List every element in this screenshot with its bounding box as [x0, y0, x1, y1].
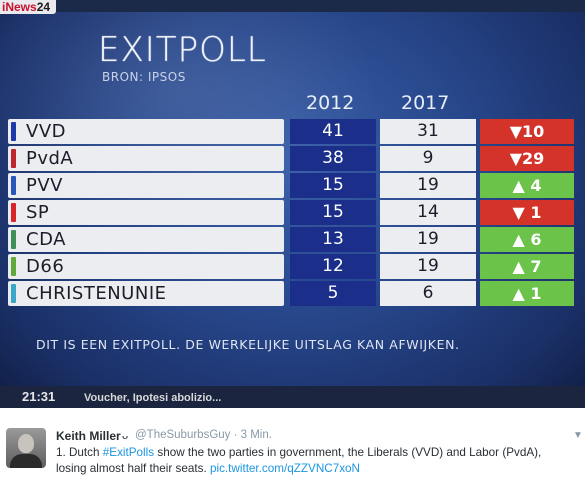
tweet-text-before: 1. Dutch	[56, 446, 103, 459]
party-color-bar	[11, 122, 16, 141]
result-row-cda: CDA 13 19 ▲ 6	[8, 227, 578, 252]
tweet-text: 1. Dutch #ExitPolls show the two parties…	[56, 445, 566, 477]
party-name: PVV	[26, 175, 63, 196]
result-row-vvd: VVD 41 31 ▼10	[8, 119, 578, 144]
seats-2012: 5	[290, 281, 376, 306]
disclaimer-text: DIT IS EEN EXITPOLL. DE WERKELIJKE UITSL…	[36, 337, 460, 352]
party-name: CDA	[26, 229, 66, 250]
party-color-bar	[11, 176, 16, 195]
seats-2012: 13	[290, 227, 376, 252]
seats-2017: 19	[380, 254, 476, 279]
party-cell: D66	[8, 254, 284, 279]
seats-2012: 12	[290, 254, 376, 279]
seats-2012: 15	[290, 200, 376, 225]
party-cell: VVD	[8, 119, 284, 144]
result-row-christenunie: CHRISTENUNIE 5 6 ▲ 1	[8, 281, 578, 306]
avatar-head	[18, 434, 34, 453]
tweet[interactable]: Keith Miller ᴗ @TheSuburbsGuy · 3 Min. ▼…	[0, 412, 585, 479]
avatar[interactable]	[6, 428, 46, 468]
hashtag-link[interactable]: #ExitPolls	[102, 446, 155, 459]
result-row-sp: SP 15 14 ▼ 1	[8, 200, 578, 225]
pic-link[interactable]: pic.twitter.com/qZZVNC7xoN	[209, 462, 360, 475]
ticker-time: 21:31	[22, 389, 56, 404]
party-color-bar	[11, 230, 16, 249]
news-ticker: 21:31 Voucher, Ipotesi abolizio...	[0, 386, 585, 408]
seat-change: ▼ 1	[480, 200, 574, 225]
author-name[interactable]: Keith Miller	[56, 429, 121, 443]
seats-2017: 31	[380, 119, 476, 144]
source-label: BRON: IPSOS	[102, 70, 186, 84]
result-row-d66: D66 12 19 ▲ 7	[8, 254, 578, 279]
party-name: PvdA	[26, 148, 74, 169]
chevron-down-icon[interactable]: ▼	[573, 430, 583, 441]
avatar-body	[10, 454, 42, 468]
seats-2017: 14	[380, 200, 476, 225]
party-name: D66	[26, 256, 65, 277]
seats-2012: 15	[290, 173, 376, 198]
party-cell: CDA	[8, 227, 284, 252]
channel-logo-prefix: i	[2, 0, 6, 14]
exitpoll-title: EXITPOLL	[98, 30, 267, 70]
party-color-bar	[11, 203, 16, 222]
channel-logo: iNews24	[0, 0, 57, 14]
channel-logo-num: 24	[36, 0, 51, 14]
seat-change: ▼10	[480, 119, 574, 144]
party-cell: SP	[8, 200, 284, 225]
seats-2017: 9	[380, 146, 476, 171]
author-badge-icon: ᴗ	[122, 430, 129, 442]
party-name: VVD	[26, 121, 66, 142]
tv-screenshot: iNews24 EXITPOLL BRON: IPSOS 2012 2017 V…	[0, 0, 585, 408]
party-name: CHRISTENUNIE	[26, 283, 167, 304]
party-color-bar	[11, 257, 16, 276]
channel-logo-brand: News	[5, 0, 37, 14]
seats-2017: 19	[380, 227, 476, 252]
seats-2012: 41	[290, 119, 376, 144]
seats-2017: 6	[380, 281, 476, 306]
seat-change: ▲ 6	[480, 227, 574, 252]
seat-change: ▼29	[480, 146, 574, 171]
party-cell: CHRISTENUNIE	[8, 281, 284, 306]
author-handle-time[interactable]: @TheSuburbsGuy · 3 Min.	[135, 429, 272, 441]
seats-2012: 38	[290, 146, 376, 171]
seats-2017: 19	[380, 173, 476, 198]
year-header-2012: 2012	[306, 92, 355, 114]
ticker-text: Voucher, Ipotesi abolizio...	[84, 392, 222, 404]
seat-change: ▲ 7	[480, 254, 574, 279]
seat-change: ▲ 4	[480, 173, 574, 198]
result-row-pvda: PvdA 38 9 ▼29	[8, 146, 578, 171]
year-header-2017: 2017	[401, 92, 450, 114]
party-color-bar	[11, 149, 16, 168]
tweet-text-after: show the two parties in government, the …	[56, 446, 542, 475]
tv-top-strip	[0, 0, 585, 12]
party-color-bar	[11, 284, 16, 303]
party-cell: PvdA	[8, 146, 284, 171]
party-name: SP	[26, 202, 50, 223]
seat-change: ▲ 1	[480, 281, 574, 306]
result-row-pvv: PVV 15 19 ▲ 4	[8, 173, 578, 198]
party-cell: PVV	[8, 173, 284, 198]
